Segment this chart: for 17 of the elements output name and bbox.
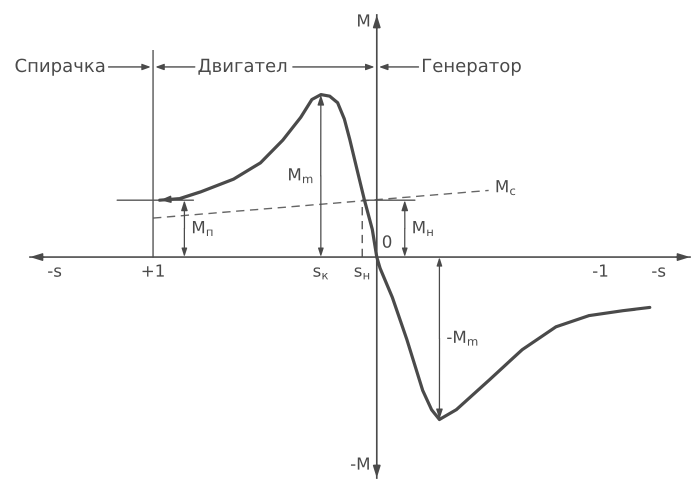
text: Двигател <box>198 58 286 75</box>
x-tick-label: +1 <box>142 264 164 277</box>
x-tick-label: -1 <box>593 264 608 277</box>
x-tick-label: s$_{н}$ <box>354 267 370 280</box>
x-tick-label: s$_{к}$ <box>314 267 328 280</box>
y-axis-title: M <box>358 14 370 27</box>
annotation: M$_{m}$ <box>289 168 312 184</box>
series-label: M$_{с}$ <box>496 180 516 196</box>
annotation: M$_{п}$ <box>192 221 212 236</box>
text: Генератор <box>422 58 521 76</box>
annotation: 0 <box>382 235 392 248</box>
annotation: M$_{н}$ <box>413 221 433 236</box>
x-tick-label: -s <box>652 267 666 277</box>
text: Спирачка <box>16 58 104 76</box>
annotation: -M$_{m}$ <box>447 330 478 346</box>
text: -M <box>350 457 369 470</box>
x-tick-label: -s <box>48 267 62 277</box>
